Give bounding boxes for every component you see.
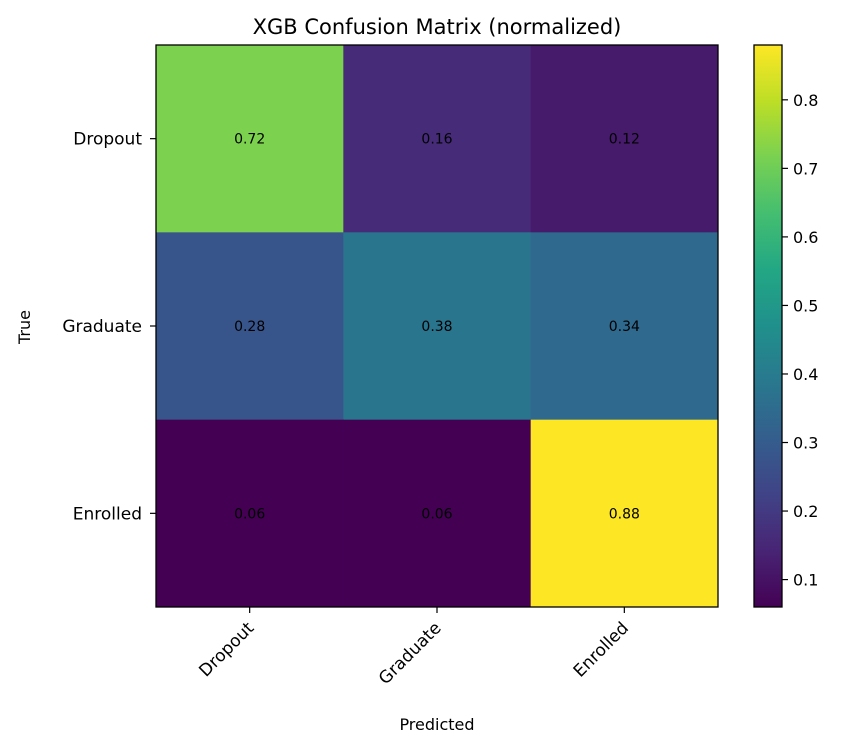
y-tick-label: Enrolled: [73, 504, 142, 524]
colorbar-tick-label: 0.2: [793, 502, 818, 521]
x-tick-label: Dropout: [195, 618, 258, 681]
colorbar-tick-label: 0.1: [793, 571, 818, 590]
colorbar-tick-label: 0.6: [793, 228, 818, 247]
cell-value-label: 0.88: [609, 506, 640, 522]
heatmap-cell: [156, 45, 344, 233]
y-axis-ticks: Dropout Graduate Enrolled: [62, 130, 156, 524]
y-tick-label: Graduate: [62, 317, 142, 337]
x-tick-label: Graduate: [375, 618, 445, 688]
y-tick-label: Dropout: [73, 130, 142, 150]
colorbar-tick-label: 0.4: [793, 365, 818, 384]
colorbar-ticks: 0.1 0.2 0.3 0.4 0.5 0.6 0.7 0.8: [782, 91, 818, 590]
colorbar-tick-label: 0.8: [793, 91, 818, 110]
chart-title: XGB Confusion Matrix (normalized): [253, 15, 622, 39]
colorbar-tick-label: 0.5: [793, 296, 818, 315]
x-axis-label: Predicted: [399, 715, 474, 734]
cell-value-label: 0.12: [609, 132, 640, 148]
heatmap-cell: [343, 232, 532, 421]
y-axis-label: True: [15, 310, 34, 345]
heatmap-cell-labels: 0.72 0.16 0.12 0.28 0.38 0.34 0.06 0.06 0.88: [234, 132, 640, 523]
colorbar-tick-label: 0.3: [793, 434, 818, 453]
heatmap-cell: [156, 232, 344, 421]
heatmap-cell: [530, 232, 719, 421]
heatmap-cell: [530, 419, 719, 608]
cell-value-label: 0.06: [234, 506, 265, 522]
cell-value-label: 0.06: [421, 506, 452, 522]
x-axis-ticks: Dropout Graduate Enrolled: [195, 607, 633, 689]
heatmap-cell: [343, 45, 532, 233]
x-tick-label: Enrolled: [570, 618, 633, 681]
cell-value-label: 0.28: [234, 319, 265, 335]
colorbar-tick-label: 0.7: [793, 159, 818, 178]
colorbar: [753, 44, 783, 608]
heatmap-cell: [156, 419, 344, 608]
cell-value-label: 0.38: [421, 319, 452, 335]
cell-value-label: 0.34: [609, 319, 640, 335]
cell-value-label: 0.72: [234, 132, 265, 148]
heatmap-cell: [343, 419, 532, 608]
cell-value-label: 0.16: [421, 132, 452, 148]
heatmap-cell: [530, 45, 719, 233]
heatmap-cells: [156, 45, 719, 608]
